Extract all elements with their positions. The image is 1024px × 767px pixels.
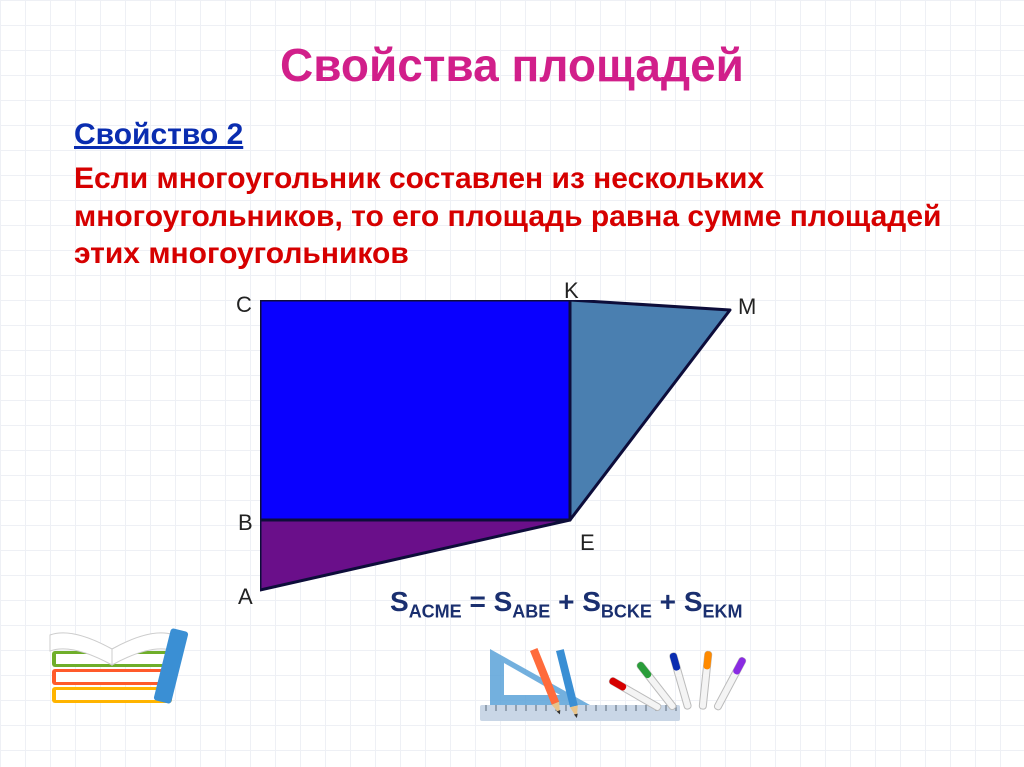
formula-s1: S (390, 586, 409, 617)
vertex-label-k: K (564, 278, 579, 304)
vertex-label-a: A (238, 584, 253, 610)
property-subtitle: Свойство 2 (74, 118, 243, 152)
vertex-label-e: E (580, 530, 595, 556)
shape-bcke (260, 300, 570, 520)
vertex-label-c: C (236, 292, 252, 318)
formula-s4: + S (652, 586, 703, 617)
formula-sub4: EKM (703, 602, 743, 622)
diagram-svg (260, 300, 780, 610)
property-body: Если многоугольник составлен из нескольк… (74, 160, 954, 273)
slide-title: Свойства площадей (0, 38, 1024, 92)
books-icon (32, 569, 212, 709)
formula-sub2: ABE (512, 602, 550, 622)
shape-abe (260, 520, 570, 590)
shape-ekm (570, 300, 730, 520)
polygon-diagram: ABCKEM (260, 300, 780, 610)
formula-s3: + S (550, 586, 601, 617)
vertex-label-b: B (238, 510, 253, 536)
formula-sub3: BCKE (601, 602, 652, 622)
area-formula: SACME = SABE + SBCKE + SEKM (390, 586, 743, 623)
formula-s2: = S (462, 586, 513, 617)
formula-sub1: ACME (409, 602, 462, 622)
stationery-icon (470, 637, 770, 727)
vertex-label-m: M (738, 294, 756, 320)
